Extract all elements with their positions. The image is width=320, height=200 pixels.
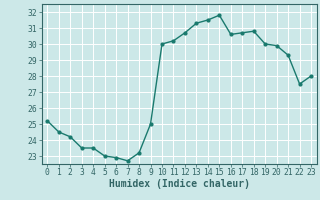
- X-axis label: Humidex (Indice chaleur): Humidex (Indice chaleur): [109, 179, 250, 189]
